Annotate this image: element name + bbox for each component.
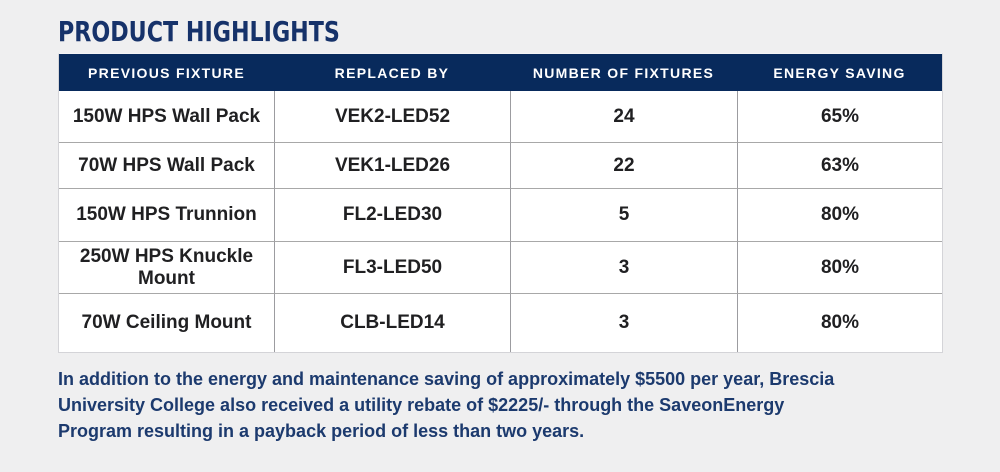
cell-replaced-by: FL3-LED50: [274, 241, 510, 293]
cell-number-of-fixtures: 22: [510, 142, 737, 188]
page-title: PRODUCT HIGHLIGHTS: [58, 14, 340, 48]
cell-energy-saving: 80%: [737, 188, 942, 241]
cell-energy-saving: 65%: [737, 91, 942, 142]
column-header-previous-fixture: PREVIOUS FIXTURE: [59, 54, 274, 91]
cell-replaced-by: CLB-LED14: [274, 293, 510, 352]
cell-previous-fixture: 70W HPS Wall Pack: [59, 142, 274, 188]
column-header-energy-saving: ENERGY SAVING: [737, 54, 942, 91]
cell-energy-saving: 80%: [737, 293, 942, 352]
cell-replaced-by: VEK2-LED52: [274, 91, 510, 142]
column-header-replaced-by: REPLACED BY: [274, 54, 510, 91]
cell-energy-saving: 80%: [737, 241, 942, 293]
summary-line: In addition to the energy and maintenanc…: [58, 369, 835, 389]
cell-number-of-fixtures: 3: [510, 241, 737, 293]
cell-previous-fixture: 250W HPS Knuckle Mount: [59, 241, 274, 293]
cell-number-of-fixtures: 5: [510, 188, 737, 241]
cell-energy-saving: 63%: [737, 142, 942, 188]
summary-line: Program resulting in a payback period of…: [58, 421, 585, 441]
cell-replaced-by: FL2-LED30: [274, 188, 510, 241]
product-highlights-table: PREVIOUS FIXTURE REPLACED BY NUMBER OF F…: [58, 53, 943, 353]
column-header-number-of-fixtures: NUMBER OF FIXTURES: [510, 54, 737, 91]
summary-line: University College also received a utili…: [58, 395, 785, 415]
cell-replaced-by: VEK1-LED26: [274, 142, 510, 188]
cell-previous-fixture: 150W HPS Wall Pack: [59, 91, 274, 142]
summary-paragraph: In addition to the energy and maintenanc…: [58, 366, 958, 444]
cell-previous-fixture: 150W HPS Trunnion: [59, 188, 274, 241]
cell-number-of-fixtures: 3: [510, 293, 737, 352]
cell-previous-fixture: 70W Ceiling Mount: [59, 293, 274, 352]
cell-number-of-fixtures: 24: [510, 91, 737, 142]
